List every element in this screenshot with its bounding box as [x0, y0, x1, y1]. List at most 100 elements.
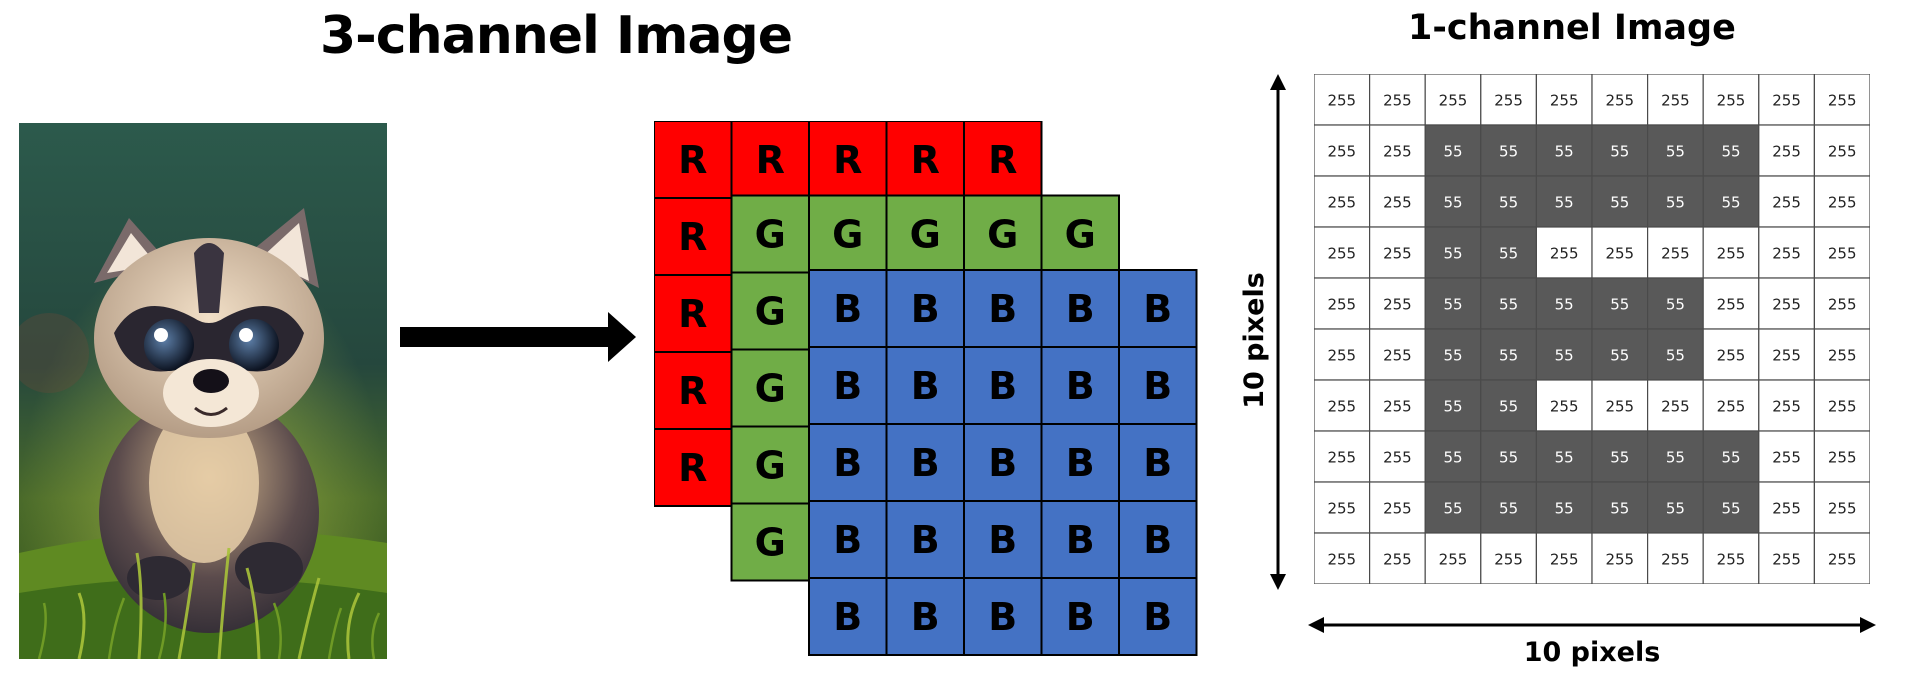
- pixel-value: 55: [1499, 194, 1518, 212]
- pixel-value: 255: [1717, 398, 1746, 416]
- pixel-cell: [1535, 277, 1593, 330]
- pixel-value: 255: [1772, 551, 1801, 569]
- pixel-value: 255: [1383, 194, 1412, 212]
- channel-g-letter: G: [755, 367, 786, 411]
- pixel-cell: [1702, 175, 1760, 228]
- channel-r-letter: R: [756, 138, 785, 182]
- channel-b-cell: [808, 500, 888, 579]
- pixel-value: 255: [1717, 92, 1746, 110]
- pixel-cell: [1535, 124, 1593, 177]
- channel-b-cell: [885, 346, 965, 425]
- pixel-value: 55: [1610, 347, 1629, 365]
- pixel-value: 255: [1327, 245, 1356, 263]
- channel-r-letter: R: [833, 138, 862, 182]
- pixel-value: 255: [1383, 245, 1412, 263]
- pixel-value: 255: [1828, 347, 1857, 365]
- channel-b-letter: B: [911, 287, 940, 331]
- channel-b-letter: B: [1066, 287, 1095, 331]
- pixel-value: 55: [1721, 194, 1740, 212]
- pixel-value: 255: [1327, 347, 1356, 365]
- channel-b-letter: B: [911, 364, 940, 408]
- pixel-value: 255: [1383, 296, 1412, 314]
- pixel-value: 55: [1499, 296, 1518, 314]
- channel-b-letter: B: [1066, 441, 1095, 485]
- pixel-value: 255: [1494, 551, 1523, 569]
- channel-r-letter: R: [911, 138, 940, 182]
- pixel-cell: [1313, 124, 1371, 177]
- channel-r-cell: [653, 120, 733, 199]
- height-double-arrow-icon: [1270, 74, 1286, 590]
- pixel-value: 255: [1605, 551, 1634, 569]
- pixel-value: 55: [1666, 500, 1685, 518]
- pixel-cell: [1424, 124, 1482, 177]
- pixel-cell: [1813, 328, 1871, 381]
- pixel-cell: [1591, 328, 1649, 381]
- pixel-value: 255: [1717, 245, 1746, 263]
- channel-b-letter: B: [833, 441, 862, 485]
- channel-b-cell: [963, 269, 1043, 348]
- pixel-value: 255: [1772, 347, 1801, 365]
- pixel-cell: [1758, 277, 1815, 330]
- channel-b-letter: B: [1143, 364, 1172, 408]
- pixel-cell: [1424, 277, 1482, 330]
- pixel-cell: [1702, 226, 1760, 279]
- pixel-cell: [1480, 277, 1538, 330]
- pixel-cell: [1647, 430, 1704, 483]
- channel-g-letter: G: [987, 213, 1018, 257]
- pixel-cell: [1368, 277, 1426, 330]
- pixel-cell: [1480, 532, 1538, 585]
- channel-b-letter: B: [833, 287, 862, 331]
- pixel-value: 255: [1772, 500, 1801, 518]
- pixel-value: 55: [1499, 398, 1518, 416]
- pixel-value: 255: [1494, 92, 1523, 110]
- pixel-value: 55: [1555, 347, 1574, 365]
- pixel-value: 255: [1605, 245, 1634, 263]
- width-label: 10 pixels: [1523, 637, 1661, 668]
- pixel-value: 55: [1499, 143, 1518, 161]
- pixel-value: 255: [1550, 398, 1579, 416]
- pixel-value: 55: [1666, 194, 1685, 212]
- channel-b-letter: B: [911, 441, 940, 485]
- three-channel-title: 3-channel Image: [320, 6, 793, 66]
- pixel-value: 55: [1443, 449, 1462, 467]
- pixel-value: 255: [1772, 449, 1801, 467]
- pixel-value: 255: [1772, 92, 1801, 110]
- channel-r-letter: R: [678, 215, 707, 259]
- pixel-cell: [1591, 481, 1649, 534]
- pixel-value: 255: [1605, 92, 1634, 110]
- channel-g-cell: [730, 348, 810, 428]
- channel-b-letter: B: [988, 364, 1017, 408]
- channel-b-letter: B: [988, 287, 1017, 331]
- pixel-cell: [1758, 328, 1815, 381]
- pixel-cell: [1535, 328, 1593, 381]
- pixel-value: 55: [1610, 194, 1629, 212]
- pixel-value: 255: [1828, 551, 1857, 569]
- pixel-cell: [1702, 481, 1760, 534]
- pixel-cell: [1647, 379, 1704, 432]
- pixel-cell: [1647, 175, 1704, 228]
- pixel-value: 255: [1661, 398, 1690, 416]
- pixel-cell: [1480, 379, 1538, 432]
- pixel-value: 255: [1828, 245, 1857, 263]
- pixel-value: 55: [1666, 449, 1685, 467]
- channel-b-letter: B: [1066, 595, 1095, 639]
- channel-b-letter: B: [911, 518, 940, 562]
- pixel-value: 255: [1772, 245, 1801, 263]
- pixel-cell: [1313, 481, 1371, 534]
- pixel-cell: [1702, 124, 1760, 177]
- pixel-value: 255: [1383, 143, 1412, 161]
- pixel-value: 255: [1550, 245, 1579, 263]
- channel-b-letter: B: [988, 595, 1017, 639]
- channel-g-letter: G: [755, 444, 786, 488]
- pixel-cell: [1535, 379, 1593, 432]
- pixel-cell: [1368, 124, 1426, 177]
- channel-g-letter: G: [832, 213, 863, 257]
- pixel-cell: [1591, 532, 1649, 585]
- channel-g-letter: G: [755, 213, 786, 257]
- pixel-value: 55: [1443, 398, 1462, 416]
- pixel-cell: [1813, 379, 1871, 432]
- pixel-value: 55: [1443, 194, 1462, 212]
- channel-r-letter: R: [678, 138, 707, 182]
- pixel-cell: [1813, 430, 1871, 483]
- channel-b-cell: [1040, 269, 1120, 348]
